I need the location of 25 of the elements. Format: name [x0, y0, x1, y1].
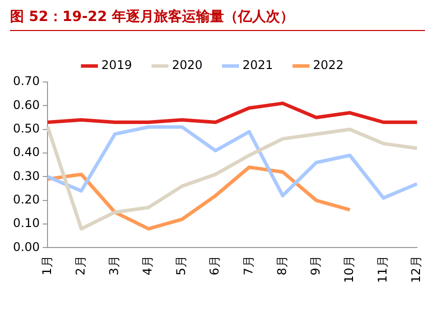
y-tick-label: 0.50 [13, 121, 40, 136]
x-tick-label: 2月 [73, 256, 88, 276]
y-tick-label: 0.40 [13, 145, 40, 160]
legend-label: 2022 [313, 58, 344, 72]
y-tick-label: 0.00 [13, 240, 40, 254]
legend-label: 2019 [101, 58, 132, 72]
x-tick-label: 11月 [376, 256, 390, 284]
y-tick-label: 0.10 [13, 216, 40, 230]
x-tick-label: 12月 [409, 256, 424, 284]
x-tick-label: 6月 [208, 256, 222, 276]
x-tick-label: 1月 [40, 256, 54, 276]
x-tick-label: 5月 [174, 256, 188, 276]
x-tick-label: 10月 [342, 256, 356, 284]
legend-label: 2020 [172, 58, 203, 72]
chart-title: 图 52：19-22 年逐月旅客运输量（亿人次） [10, 8, 425, 31]
x-tick-label: 7月 [241, 256, 256, 276]
legend-label: 2021 [242, 58, 274, 72]
y-tick-label: 0.60 [13, 98, 40, 112]
x-tick-label: 3月 [106, 256, 121, 276]
x-tick-label: 4月 [140, 256, 155, 276]
x-tick-label: 9月 [308, 256, 322, 276]
y-tick-label: 0.70 [13, 74, 40, 88]
x-tick-label: 8月 [274, 256, 289, 276]
y-tick-label: 0.20 [13, 192, 40, 207]
y-tick-label: 0.30 [13, 168, 40, 183]
